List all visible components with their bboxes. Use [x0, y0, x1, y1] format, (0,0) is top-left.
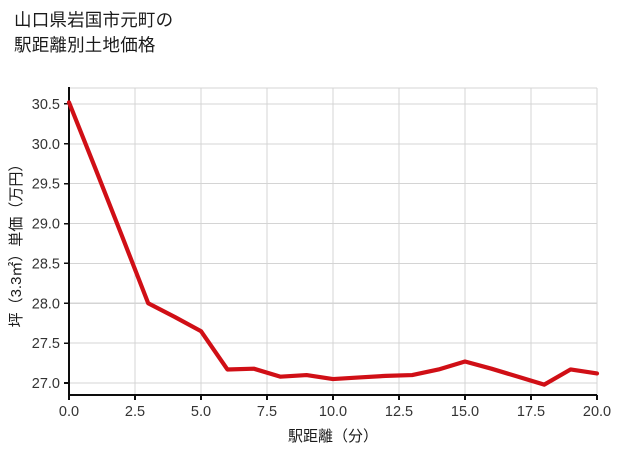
data-line-series — [66, 100, 600, 387]
y-tick-label: 29.5 — [32, 177, 60, 193]
y-tick-label: 30.5 — [32, 97, 60, 113]
x-axis-ticks-group: 0.0 2.5 5.0 7.5 10.0 12.5 15.0 17.5 20.0 — [59, 395, 611, 420]
y-axis-ticks-group: 27.0 27.5 28.0 28.5 29.0 29.5 30.0 30.5 — [32, 97, 69, 392]
x-tick-label: 20.0 — [583, 404, 611, 420]
x-tick-label: 10.0 — [319, 404, 347, 420]
x-tick-label: 5.0 — [191, 404, 211, 420]
x-tick-label: 2.5 — [125, 404, 145, 420]
x-tick-label: 7.5 — [257, 404, 277, 420]
y-tick-label: 28.5 — [32, 256, 60, 272]
y-axis-title: 坪（3.3㎡）単価（万円） — [8, 157, 25, 328]
x-tick-label: 15.0 — [451, 404, 479, 420]
x-tick-label: 0.0 — [59, 404, 79, 420]
y-tick-label: 30.0 — [32, 137, 60, 153]
chart-title: 山口県岩国市元町の 駅距離別土地価格 — [14, 10, 174, 55]
y-tick-label: 27.5 — [32, 336, 60, 352]
x-tick-label: 12.5 — [385, 404, 413, 420]
y-tick-label: 28.0 — [32, 296, 60, 312]
y-tick-label: 27.0 — [32, 376, 60, 392]
y-tick-label: 29.0 — [32, 217, 60, 233]
x-tick-label: 17.5 — [517, 404, 545, 420]
x-axis-title: 駅距離（分） — [288, 427, 378, 445]
gridlines-group — [68, 88, 598, 395]
data-series-group — [66, 100, 600, 387]
